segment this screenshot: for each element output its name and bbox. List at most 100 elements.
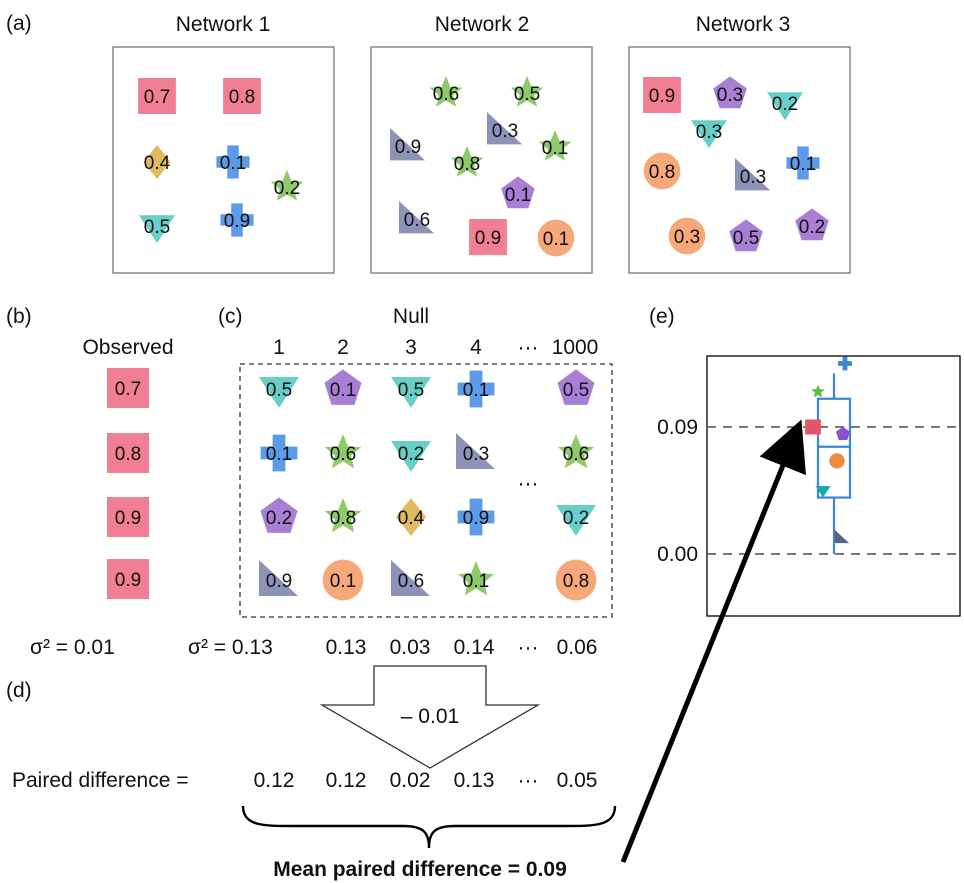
paired-value-ellipsis: ··· — [518, 769, 539, 792]
network-1-node-label: 0.8 — [229, 87, 255, 108]
network-2-node-label: 0.9 — [395, 137, 421, 158]
observed-title: Observed — [82, 336, 173, 359]
null-node-right-triangle: 0.9 — [259, 560, 298, 596]
network-3-node-circle: 0.3 — [668, 217, 706, 255]
paired-value-1: 0.12 — [254, 769, 295, 792]
null-node-label: 0.4 — [398, 508, 425, 529]
panel-label-e: (e) — [649, 305, 675, 328]
boxplot-point-cross — [838, 356, 852, 371]
network-3-node-cross: 0.1 — [786, 146, 820, 180]
network-2-node-label: 0.5 — [514, 84, 540, 105]
null-node-label: 0.1 — [463, 380, 489, 401]
null-node-right-triangle: 0.6 — [391, 560, 430, 596]
network-3-title: Network 3 — [696, 13, 791, 36]
null-col-ellipsis: ··· — [518, 336, 539, 359]
null-variance-ellipsis: ··· — [518, 636, 539, 659]
network-3-node-label: 0.3 — [696, 122, 722, 143]
network-1-title: Network 1 — [176, 13, 271, 36]
panel-label-b: (b) — [6, 305, 32, 328]
null-node-label: 0.1 — [463, 571, 489, 592]
network-1-node-label: 0.4 — [144, 153, 171, 174]
network-3-node-label: 0.8 — [649, 162, 675, 183]
null-node-diamond: 0.4 — [396, 498, 426, 536]
network-2-node-star: 0.5 — [510, 75, 544, 107]
observed-node-label: 0.7 — [115, 379, 141, 400]
null-node-label: 0.6 — [398, 571, 424, 592]
network-2-title: Network 2 — [435, 13, 530, 36]
null-node-label: 0.1 — [330, 571, 356, 592]
network-2-node-label: 0.1 — [543, 229, 569, 250]
boxplot-point-square — [805, 419, 821, 435]
network-2-node-label: 0.6 — [404, 210, 430, 231]
null-node-label: 0.9 — [266, 571, 292, 592]
null-node-pentagon: 0.1 — [324, 369, 362, 405]
network-3-node-pentagon: 0.5 — [729, 219, 763, 252]
network-3-node-label: 0.3 — [674, 227, 700, 248]
null-variance-1000: 0.06 — [557, 636, 598, 659]
network-nodes: 0.7 0.8 0.4 0.1 0.2 0.5 0.9 0.6 0.5 0.3 0.9 0.1 0.8 0… — [138, 75, 829, 257]
observed-node-square: 0.9 — [107, 559, 149, 599]
null-node-label: 0.9 — [463, 508, 489, 529]
panel-label-d: (d) — [6, 679, 32, 702]
network-3-node-circle: 0.8 — [643, 152, 681, 190]
null-node-star: 0.8 — [324, 498, 362, 533]
null-node-label: 0.2 — [563, 508, 589, 529]
network-2-node-label: 0.3 — [492, 121, 518, 142]
observed-variance: σ² = 0.01 — [30, 636, 115, 659]
null-variance-2: 0.13 — [326, 636, 367, 659]
null-variance-4: 0.14 — [454, 636, 495, 659]
network-1-box — [112, 46, 335, 274]
network-2-node-star: 0.1 — [538, 129, 572, 161]
null-node-label: 0.6 — [330, 444, 356, 465]
null-node-label: 0.5 — [266, 380, 292, 401]
network-3-node-square: 0.9 — [643, 77, 681, 113]
network-3-node-triangle-down: 0.2 — [767, 92, 803, 121]
boxplot-point-star — [811, 384, 825, 398]
null-node-pentagon: 0.5 — [557, 369, 595, 405]
curly-brace — [241, 805, 617, 849]
null-col-1: 1 — [273, 336, 285, 359]
network-1-node-cross: 0.1 — [216, 145, 250, 179]
observed-node-square: 0.8 — [107, 433, 149, 473]
paired-difference-label: Paired difference = — [12, 769, 188, 792]
null-variance-3: 0.03 — [390, 636, 431, 659]
null-node-star: 0.1 — [457, 561, 495, 596]
network-3-node-label: 0.3 — [740, 167, 766, 188]
boxplot — [805, 356, 852, 554]
null-node-label: 0.5 — [563, 380, 589, 401]
network-1-node-square: 0.8 — [223, 78, 261, 114]
mean-paired-difference: Mean paired difference = 0.09 — [273, 858, 567, 881]
network-1-node-label: 0.1 — [220, 153, 246, 174]
null-col-3: 3 — [405, 336, 417, 359]
observed-node-label: 0.9 — [115, 570, 141, 591]
network-3-node-pentagon: 0.3 — [713, 76, 747, 109]
null-title: Null — [393, 305, 429, 328]
network-3-node-pentagon: 0.2 — [795, 208, 829, 241]
observed-node-square: 0.7 — [107, 368, 149, 408]
mean-arrow — [620, 419, 806, 863]
paired-value-3: 0.02 — [390, 769, 431, 792]
network-2-node-label: 0.8 — [454, 154, 480, 175]
null-node-star: 0.6 — [324, 434, 362, 469]
null-node-triangle-down: 0.2 — [556, 505, 596, 536]
network-2-node-star: 0.8 — [450, 145, 484, 177]
observed-node-label: 0.8 — [115, 444, 141, 465]
subtract-label: – 0.01 — [401, 705, 459, 728]
null-node-circle: 0.8 — [555, 559, 597, 601]
subtract-arrow — [319, 665, 541, 769]
null-node-triangle-down: 0.5 — [391, 377, 431, 408]
network-3-node-triangle-down: 0.3 — [691, 120, 727, 149]
network-2-node-circle: 0.1 — [537, 219, 575, 257]
network-1-node-star: 0.2 — [270, 169, 304, 201]
network-3-node-label: 0.2 — [799, 217, 825, 238]
null-node-circle: 0.1 — [322, 559, 364, 601]
network-2-node-label: 0.1 — [505, 185, 531, 206]
panel-label-a: (a) — [6, 12, 32, 35]
null-values: 0.5 0.1 0.5 0.1 0.5 0.1 0.6 0.2 0.3 0.6 0.2 0.8 0.4 0… — [259, 369, 597, 601]
null-node-pentagon: 0.2 — [260, 497, 298, 533]
network-2-node-label: 0.9 — [475, 228, 501, 249]
network-2-node-right-triangle: 0.9 — [390, 128, 426, 161]
box-iqr — [816, 397, 852, 499]
null-node-triangle-down: 0.2 — [391, 441, 431, 472]
observed-node-square: 0.9 — [107, 497, 149, 537]
